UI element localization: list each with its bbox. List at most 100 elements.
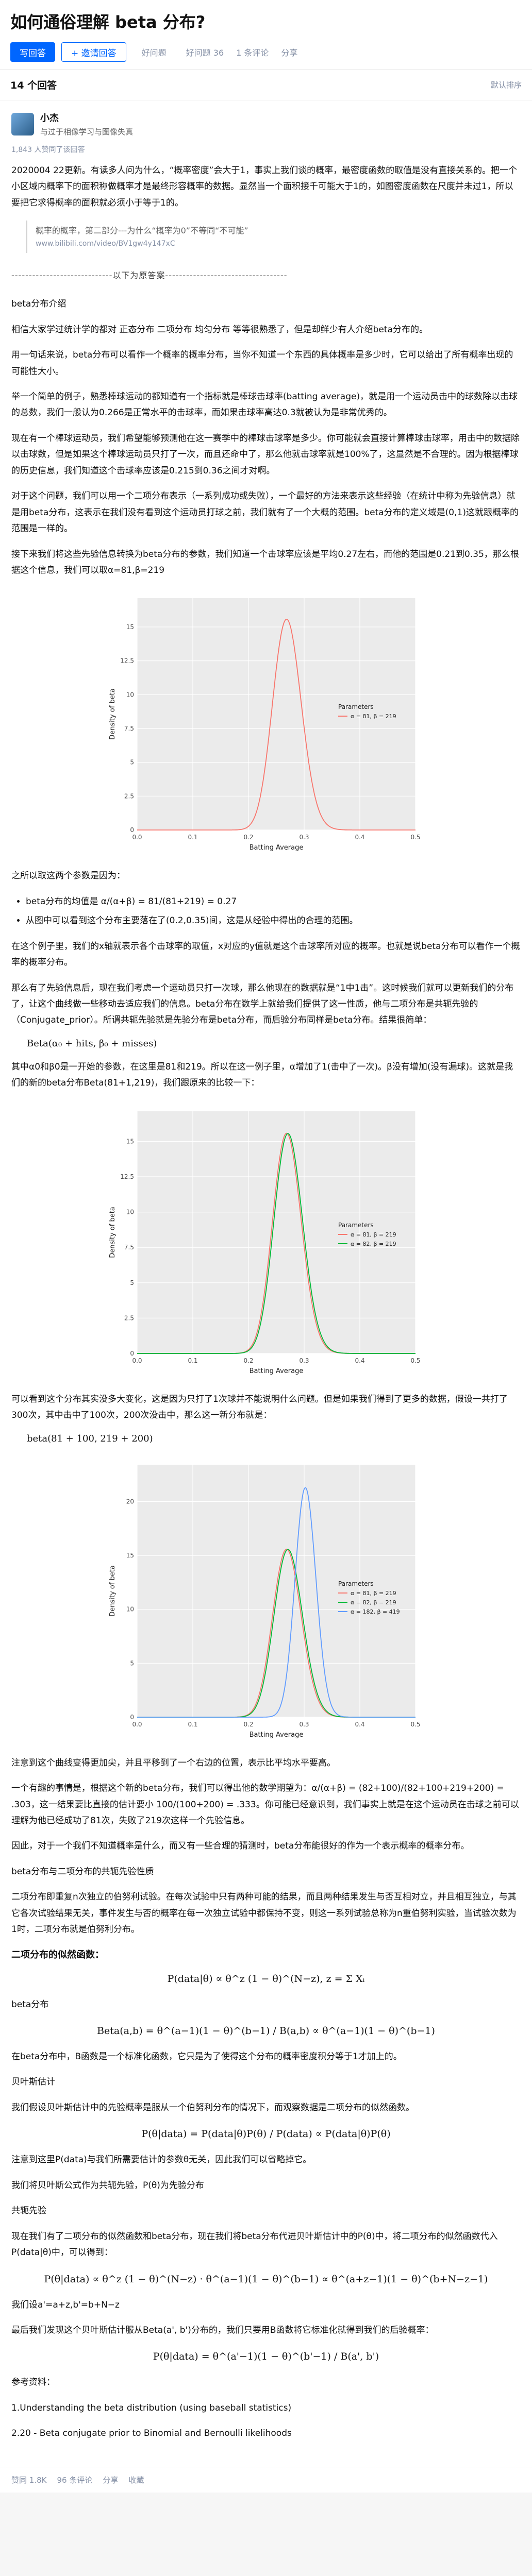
paragraph: 我们设a'=a+z,b'=b+N−z xyxy=(11,2299,120,2310)
legend-entry: α = 82, β = 219 xyxy=(351,1241,396,1247)
legend-title: Parameters xyxy=(338,703,374,710)
invite-button[interactable]: + 邀请回答 xyxy=(61,42,126,62)
sort-dropdown[interactable]: 默认排序 xyxy=(490,80,522,90)
y-axis-label: Density of beta xyxy=(109,1207,117,1258)
meta-good[interactable]: 好问题 36 xyxy=(186,48,224,58)
x-tick-label: 0.2 xyxy=(243,834,253,841)
legend-title: Parameters xyxy=(338,1222,374,1229)
x-tick-label: 0.3 xyxy=(299,1357,309,1364)
paragraph: 因此，对于一个我们不知道概率是什么，而又有一些合理的猜测时，beta分布能很好的… xyxy=(11,1841,470,1852)
paragraph: 接下来我们将这些先验信息转换为beta分布的参数，我们知道一个击球率应该是平均0… xyxy=(11,549,519,575)
favorite-button[interactable]: 收藏 xyxy=(128,2475,144,2485)
quote-block: 概率的概率，第二部分---为什么“概率为0”不等同“不可能” www.bilib… xyxy=(26,221,314,253)
meta-comments[interactable]: 1 条评论 xyxy=(236,48,269,58)
y-tick-label: 2.5 xyxy=(124,793,134,800)
paragraph: 我们将贝叶斯公式作为共轭先验，P(θ)为先验分布 xyxy=(11,2180,204,2191)
quote-link[interactable]: www.bilibili.com/video/BV1gw4y147xC xyxy=(36,239,175,248)
beta-plot-3: 0.0 0.1 0.2 0.3 0.4 0.5 0 5 10 15 20 Batting Averag… xyxy=(106,1454,426,1743)
paragraph: 那么有了先验信息后，现在我们考虑一个运动员只打一次球，那么他现在的数据就是“1中… xyxy=(11,982,514,1026)
paragraph: 现在有一个棒球运动员，我们希望能够预测他在这一赛季中的棒球击球率是多少。你可能就… xyxy=(11,433,520,476)
beta-plot-2: 0.0 0.1 0.2 0.3 0.4 0.5 0 2.5 5 7.5 10 12.5 15 Battin… xyxy=(106,1100,426,1379)
legend-entry: α = 81, β = 219 xyxy=(351,1231,396,1238)
series-line xyxy=(137,1487,415,1718)
x-tick-label: 0.1 xyxy=(188,834,197,841)
answers-header: 14 个回答 默认排序 xyxy=(0,70,532,100)
avatar[interactable] xyxy=(11,112,34,135)
question-title: 如何通俗理解 beta 分布? xyxy=(10,12,206,32)
y-tick-label: 15 xyxy=(126,623,134,631)
y-tick-label: 5 xyxy=(130,1659,134,1667)
x-tick-label: 0.0 xyxy=(132,1721,142,1728)
paragraph: 注意到这个曲线变得更加尖，并且平移到了一个右边的位置，表示比平均水平要高。 xyxy=(11,1757,336,1768)
formula-beta: Beta(a,b) = θ^(a−1)(1 − θ)^(b−1) / B(a,b… xyxy=(97,2025,435,2037)
author-bio: 与过于相像学习与图像失真 xyxy=(40,127,134,137)
intro-paragraph: 2020004 22更新。有读多人问为什么，“概率密度”会大于1，事实上我们谈的… xyxy=(11,165,518,208)
x-tick-label: 0.3 xyxy=(299,1721,309,1728)
question-actions: 写回答 + 邀请回答 好问题 好问题 36 1 条评论 分享 xyxy=(10,42,522,62)
paragraph: 其中α0和β0是一开始的参数，在这里是81和219。所以在这一例子里，α增加了1… xyxy=(11,1061,513,1089)
reference-link[interactable]: 1.Understanding the beta distribution (u… xyxy=(11,2402,292,2413)
x-tick-label: 0.5 xyxy=(410,1357,420,1364)
author-name[interactable]: 小杰 xyxy=(40,113,59,124)
paragraph: 之所以取这两个参数是因为： xyxy=(11,871,125,882)
answer-count: 14 个回答 xyxy=(10,80,57,91)
y-tick-label: 10 xyxy=(126,1208,134,1215)
y-tick-label: 5 xyxy=(130,759,134,766)
section-title-likelihood: 二项分布的似然函数： xyxy=(11,1949,104,1960)
question-header: 如何通俗理解 beta 分布? 写回答 + 邀请回答 好问题 好问题 36 1 … xyxy=(0,0,532,70)
y-tick-label: 7.5 xyxy=(124,1244,134,1251)
meta-share[interactable]: 分享 xyxy=(281,48,298,58)
y-tick-label: 0 xyxy=(130,826,134,834)
legend-entry: α = 81, β = 219 xyxy=(351,1590,396,1597)
formula-posterior: P(θ|data) ∝ θ^z (1 − θ)^(N−z) · θ^(a−1)(… xyxy=(44,2273,488,2285)
like-button[interactable]: 赞同 1.8K xyxy=(11,2475,47,2485)
y-tick-label: 7.5 xyxy=(124,725,134,732)
paragraph: 在这个例子里，我们的x轴就表示各个击球率的取值，x对应的y值就是这个击球率所对应… xyxy=(11,941,520,968)
paragraph: 相信大家学过统计学的都对 正态分布 二项分布 均匀分布 等等很熟悉了，但是却鲜少… xyxy=(11,324,428,335)
section-title-conjugate: beta分布与二项分布的共轭先验性质 xyxy=(11,1866,154,1877)
y-tick-label: 0 xyxy=(130,1714,134,1721)
comments-button[interactable]: 96 条评论 xyxy=(57,2475,93,2485)
paragraph: 举一个简单的例子，熟悉棒球运动的都知道有一个指标就是棒球击球率(batting … xyxy=(11,392,518,418)
formula-final: P(θ|data) = θ^(a'−1)(1 − θ)^(b'−1) / B(a… xyxy=(153,2351,379,2363)
y-tick-label: 20 xyxy=(126,1498,134,1505)
good-question-button[interactable]: 好问题 xyxy=(141,48,167,58)
beta-plot-1: 0.0 0.1 0.2 0.3 0.4 0.5 0 2.5 5 7.5 10 12.5 15 Battin… xyxy=(106,588,426,856)
paragraph: 现在我们有了二项分布的似然函数和beta分布，现在我们将beta分布代进贝叶斯估… xyxy=(11,2231,498,2258)
x-axis-label: Batting Average xyxy=(250,844,304,852)
formula-update: Beta(α₀ + hits, β₀ + misses) xyxy=(27,1038,157,1049)
list-item: beta分布的均值是 α/(α+β) = 81/(81+219) = 0.27 xyxy=(26,894,521,910)
x-tick-label: 0.5 xyxy=(410,1721,420,1728)
y-tick-label: 2.5 xyxy=(124,1314,134,1321)
x-tick-label: 0.4 xyxy=(355,834,364,841)
x-axis-label: Batting Average xyxy=(250,1731,304,1739)
series-line xyxy=(137,1133,415,1354)
x-tick-label: 0.0 xyxy=(132,834,142,841)
legend-title: Parameters xyxy=(338,1580,374,1587)
write-answer-button[interactable]: 写回答 xyxy=(10,42,55,62)
y-tick-label: 5 xyxy=(130,1279,134,1286)
x-tick-label: 0.1 xyxy=(188,1721,197,1728)
like-count: 1,843 人赞同了该回答 xyxy=(11,146,85,154)
y-tick-label: 10 xyxy=(126,691,134,699)
section-title-prior: 共轭先验 xyxy=(11,2206,46,2216)
legend-entry: α = 81, β = 219 xyxy=(351,713,396,720)
y-axis-label: Density of beta xyxy=(109,689,117,740)
y-tick-label: 12.5 xyxy=(120,657,134,665)
paragraph: 一个有趣的事情是，根据这个新的beta分布，我们可以得出他的数学期望为：α/(α… xyxy=(11,1783,519,1826)
series-line xyxy=(137,619,415,831)
list-item: 从图中可以看到这个分布主要落在了(0.2,0.35)间，这是从经验中得出的合理的… xyxy=(26,913,521,929)
x-tick-label: 0.5 xyxy=(410,834,420,841)
y-axis-label: Density of beta xyxy=(109,1565,117,1617)
quote-text: 概率的概率，第二部分---为什么“概率为0”不等同“不可能” xyxy=(36,226,248,236)
x-tick-label: 0.3 xyxy=(299,834,309,841)
y-tick-label: 15 xyxy=(126,1552,134,1559)
paragraph: 对于这个问题，我们可以用一个二项分布表示（一系列成功或失败），一个最好的方法来表… xyxy=(11,491,519,534)
paragraph: 可以看到这个分布其实没多大变化，这是因为只打了1次球并不能说明什么问题。但是如果… xyxy=(11,1394,508,1421)
share-button[interactable]: 分享 xyxy=(103,2475,119,2485)
x-tick-label: 0.4 xyxy=(355,1721,364,1728)
paragraph: 二项分布即重复n次独立的伯努利试验。在每次试验中只有两种可能的结果，而且两种结果… xyxy=(11,1892,517,1935)
x-tick-label: 0.4 xyxy=(355,1357,364,1364)
y-tick-label: 15 xyxy=(126,1138,134,1145)
reference-link[interactable]: 2.20 - Beta conjugate prior to Binomial … xyxy=(11,2428,292,2439)
